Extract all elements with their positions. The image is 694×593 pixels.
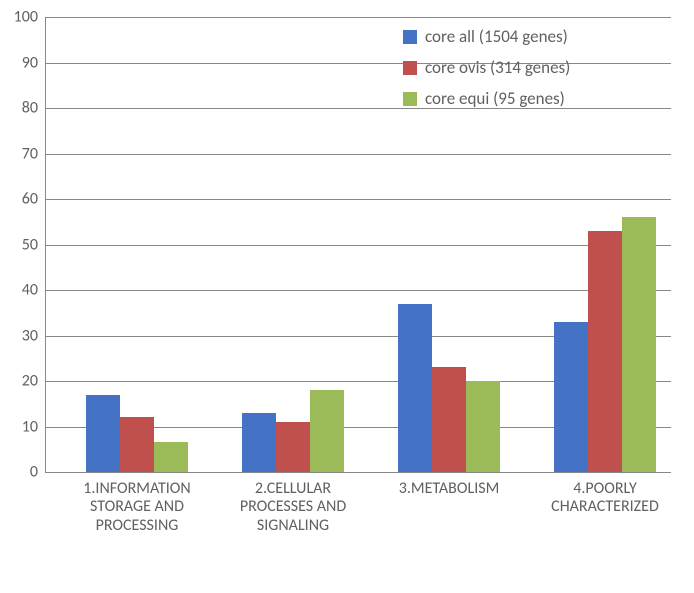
bar bbox=[432, 367, 466, 472]
ytick-label: 60 bbox=[22, 190, 46, 209]
ytick-label: 90 bbox=[22, 53, 46, 72]
legend-item: core ovis (314 genes) bbox=[403, 57, 570, 78]
legend-label: core ovis (314 genes) bbox=[425, 57, 570, 78]
xtick-label: 1.INFORMATION STORAGE AND PROCESSING bbox=[66, 472, 208, 535]
gridline bbox=[46, 154, 671, 155]
gridline bbox=[46, 290, 671, 291]
ytick-label: 10 bbox=[22, 417, 46, 436]
bar bbox=[622, 217, 656, 472]
bar bbox=[86, 395, 120, 472]
xtick-label: 2.CELLULAR PROCESSES AND SIGNALING bbox=[222, 472, 364, 535]
gridline bbox=[46, 199, 671, 200]
bar bbox=[120, 417, 154, 472]
bar bbox=[276, 422, 310, 472]
bar bbox=[242, 413, 276, 472]
ytick-label: 100 bbox=[14, 8, 46, 27]
legend-swatch bbox=[403, 92, 417, 106]
ytick-label: 80 bbox=[22, 99, 46, 118]
ytick-label: 20 bbox=[22, 372, 46, 391]
bar bbox=[310, 390, 344, 472]
legend-label: core all (1504 genes) bbox=[425, 26, 568, 47]
legend: core all (1504 genes) core ovis (314 gene… bbox=[403, 26, 570, 109]
legend-swatch bbox=[403, 61, 417, 75]
bar bbox=[554, 322, 588, 472]
bar bbox=[398, 304, 432, 472]
ytick-label: 40 bbox=[22, 281, 46, 300]
ytick-label: 70 bbox=[22, 144, 46, 163]
ytick-label: 50 bbox=[22, 235, 46, 254]
xtick-label: 4.POORLY CHARACTERIZED bbox=[534, 472, 676, 517]
bar-chart: 0 10 20 30 40 50 60 70 80 90 100 1.INFORMATION STOR… bbox=[0, 0, 694, 593]
ytick-label: 0 bbox=[30, 463, 46, 482]
plot-area: 01020304050607080901001.INFORMATION STOR… bbox=[45, 17, 671, 473]
legend-label: core equi (95 genes) bbox=[425, 88, 565, 109]
legend-item: core equi (95 genes) bbox=[403, 88, 570, 109]
legend-item: core all (1504 genes) bbox=[403, 26, 570, 47]
ytick-label: 30 bbox=[22, 326, 46, 345]
gridline bbox=[46, 17, 671, 18]
bar bbox=[588, 231, 622, 472]
bar bbox=[466, 381, 500, 472]
gridline bbox=[46, 63, 671, 64]
gridline bbox=[46, 108, 671, 109]
legend-swatch bbox=[403, 30, 417, 44]
bar bbox=[154, 442, 188, 472]
gridline bbox=[46, 245, 671, 246]
xtick-label: 3.METABOLISM bbox=[378, 472, 520, 498]
